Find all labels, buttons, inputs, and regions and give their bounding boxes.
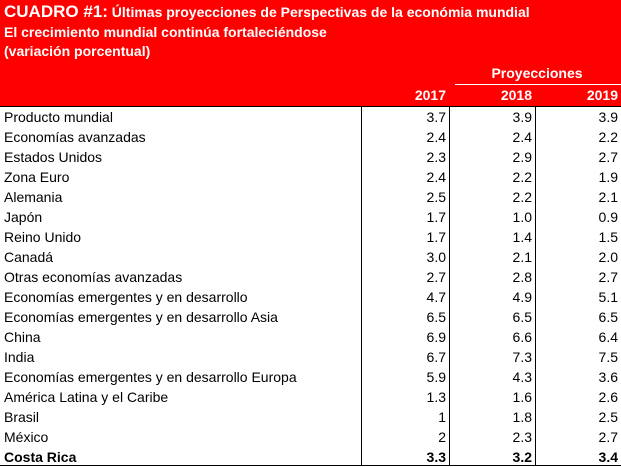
table-label: CUADRO #1: [4,2,108,21]
cell-value: 2.8 [512,269,532,285]
table-title: Últimas proyecciones de Perspectivas de … [111,4,530,20]
cell-value: 4.3 [512,369,532,385]
cell-value: 2.2 [598,129,618,145]
cell-value: 2.4 [512,129,532,145]
cell-value: 2.1 [512,249,532,265]
cell-value: 1.8 [512,409,532,425]
cell-value: 2.1 [598,189,618,205]
group-rule [455,84,621,85]
cell-value: 6.7 [426,349,446,365]
row-label: Estados Unidos [4,149,103,165]
row-label: Brasil [4,409,40,425]
cell-value: 1.7 [426,229,446,245]
column-header: 2018 [500,87,532,103]
table-subtitle: El crecimiento mundial continúa fortalec… [4,24,327,40]
title-line: CUADRO #1: Últimas proyecciones de Persp… [4,2,530,22]
column-header: 2019 [586,87,618,103]
row-label: América Latina y el Caribe [4,389,169,405]
row-label: China [4,329,41,345]
cell-value: 3.9 [598,109,618,125]
cell-value: 1.7 [426,209,446,225]
row-label: India [4,349,35,365]
column-rule [449,107,450,466]
table-header: CUADRO #1: Últimas proyecciones de Persp… [0,0,621,107]
cell-value: 1 [438,409,446,425]
cell-value: 6.9 [426,329,446,345]
cell-value: 3.9 [512,109,532,125]
row-label: Economías avanzadas [4,129,146,145]
column-rule [535,107,536,466]
cell-value: 6.4 [598,329,618,345]
cell-value: 2.7 [598,429,618,445]
cell-value: 5.1 [598,289,618,305]
cell-value: 2.7 [598,149,618,165]
cell-value: 2.4 [426,129,446,145]
cell-value: 5.9 [426,369,446,385]
row-label: Canadá [4,249,54,265]
cell-value: 2.0 [598,249,618,265]
cell-value: 4.9 [512,289,532,305]
cell-value: 1.6 [512,389,532,405]
cell-value: 6.5 [598,309,618,325]
cell-value: 3.3 [426,449,446,465]
cell-value: 7.3 [512,349,532,365]
cell-value: 4.7 [426,289,446,305]
column-header: 2017 [414,87,446,103]
row-label: Producto mundial [4,109,113,125]
cell-value: 2.7 [426,269,446,285]
cell-value: 3.4 [598,449,618,465]
cell-value: 2.2 [512,189,532,205]
cell-value: 3.2 [512,449,532,465]
row-label: Alemania [4,189,63,205]
cell-value: 2.5 [598,409,618,425]
column-rule [361,107,362,466]
cell-value: 2 [438,429,446,445]
cell-value: 6.5 [512,309,532,325]
cell-value: 6.6 [512,329,532,345]
cell-value: 0.9 [598,209,618,225]
cell-value: 1.5 [598,229,618,245]
cell-value: 1.0 [512,209,532,225]
cell-value: 2.3 [512,429,532,445]
row-label: Zona Euro [4,169,70,185]
row-label: Otras economías avanzadas [4,269,183,285]
row-label: Economías emergentes y en desarrollo Asi… [4,309,278,325]
cell-value: 2.7 [598,269,618,285]
row-label: Japón [4,209,43,225]
cell-value: 2.9 [512,149,532,165]
cell-value: 2.6 [598,389,618,405]
cell-value: 3.0 [426,249,446,265]
cell-value: 3.7 [426,109,446,125]
row-label: Economías emergentes y en desarrollo [4,289,248,305]
cell-value: 2.2 [512,169,532,185]
row-label: Reino Unido [4,229,82,245]
cell-value: 2.3 [426,149,446,165]
cell-value: 3.6 [598,369,618,385]
table-note: (variación porcentual) [4,43,151,59]
group-header: Proyecciones [491,65,583,81]
cell-value: 2.5 [426,189,446,205]
cell-value: 1.3 [426,389,446,405]
row-label: Economías emergentes y en desarrollo Eur… [4,369,297,385]
cell-value: 7.5 [598,349,618,365]
row-label: Costa Rica [4,449,77,465]
cell-value: 6.5 [426,309,446,325]
cell-value: 2.4 [426,169,446,185]
cell-value: 1.9 [598,169,618,185]
cell-value: 1.4 [512,229,532,245]
row-label: México [4,429,49,445]
